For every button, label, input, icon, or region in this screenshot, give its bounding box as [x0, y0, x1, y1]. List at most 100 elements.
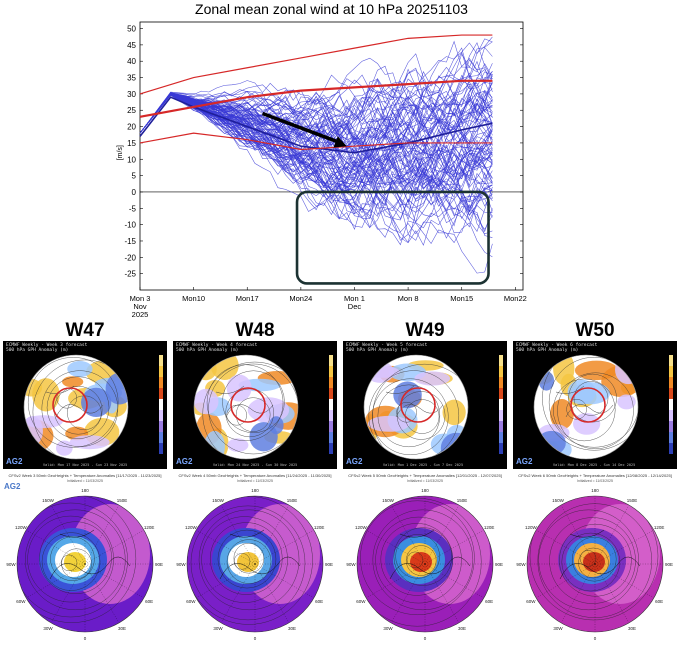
- longitude-label: 30W: [213, 626, 223, 631]
- height-contour: [27, 515, 114, 603]
- colorbar-segment: [669, 377, 673, 388]
- brand-logo: AG2: [176, 457, 193, 466]
- x-tick-label: 2025: [132, 310, 149, 318]
- colorbar-segment: [669, 355, 673, 366]
- anomaly-blob: [194, 388, 219, 415]
- longitude-label: 60E: [145, 599, 153, 604]
- longitude-label: 30W: [43, 626, 53, 631]
- coastline: [215, 385, 274, 418]
- coastline: [219, 529, 301, 580]
- ecmwf-panel-header: ECMWF Weekly - Week 5 forecast 500 hPa G…: [346, 343, 428, 353]
- ecmwf-panel-header: ECMWF Weekly - Week 6 forecast 500 hPa G…: [516, 343, 598, 353]
- y-tick-label: 20: [127, 123, 136, 132]
- height-contour: [25, 509, 126, 610]
- colorbar-segment: [669, 443, 673, 454]
- colorbar-segment: [159, 421, 163, 432]
- colorbar-segment: [329, 388, 333, 399]
- anomaly-blob: [567, 379, 596, 405]
- height-contour: [233, 553, 251, 570]
- y-tick-label: 10: [127, 155, 136, 164]
- longitude-label: 120W: [185, 525, 198, 530]
- cfs-polar-map: 180 150W 150E 120W 120E 90W 90E 60W 60E 30W 30E 0: [176, 488, 333, 641]
- coastline: [49, 529, 131, 580]
- globe-outline: [23, 354, 129, 460]
- coastline: [385, 385, 444, 418]
- longitude-label: 0: [84, 636, 87, 641]
- ecmwf-panel-footer: Valid: Mon 1 Dec 2025 - Sun 7 Dec 2025: [383, 463, 464, 467]
- ensemble-member-line: [139, 92, 493, 172]
- ecmwf-map-svg: [193, 354, 333, 460]
- anomaly-blob: [67, 360, 93, 377]
- cfs-panel-title: CFSv2 Week 3 50mb GeoHeights + Temperatu…: [8, 473, 162, 478]
- longitude-label: 60E: [485, 599, 493, 604]
- ensemble-member-line: [139, 94, 493, 229]
- longitude-label: 30E: [288, 626, 296, 631]
- longitude-label: 90W: [6, 562, 16, 567]
- contour-line: [566, 399, 587, 420]
- colorbar-segment: [329, 355, 333, 366]
- ensemble-member-line: [139, 92, 493, 157]
- vortex-highlight-circle: [230, 387, 266, 423]
- height-contour: [210, 522, 283, 595]
- x-tick-label: Mon17: [236, 294, 259, 303]
- ecmwf-panel-footer: Valid: Mon 17 Nov 2025 - Sun 23 Nov 2025: [43, 463, 128, 467]
- colorbar-segment: [499, 432, 503, 443]
- anomaly-blob: [414, 371, 451, 386]
- cfs-panel-subtitle: Initialized = 11/03/2025: [577, 479, 613, 483]
- ecmwf-panel-header: ECMWF Weekly - Week 4 forecast 500 hPa G…: [176, 343, 258, 353]
- week-label: W47: [65, 320, 105, 341]
- longitude-label: 0: [594, 636, 597, 641]
- coastline: [559, 529, 641, 580]
- x-tick-label: Mon10: [182, 294, 205, 303]
- cfs-panel-title: CFSv2 Week 5 50mb GeoHeights + Temperatu…: [348, 473, 502, 478]
- ecmwf-panel-footer: Valid: Mon 24 Nov 2025 - Sun 30 Nov 2025: [213, 463, 298, 467]
- height-contour: [17, 502, 128, 618]
- y-tick-label: -5: [129, 204, 137, 213]
- y-tick-label: 40: [127, 57, 136, 66]
- colorbar-segment: [329, 432, 333, 443]
- y-axis-label: [m/s]: [117, 145, 124, 160]
- colorbar-segment: [159, 410, 163, 421]
- longitude-label: 30E: [628, 626, 636, 631]
- y-tick-label: 25: [127, 106, 136, 115]
- colorbar-segment: [159, 443, 163, 454]
- ensemble-member-line: [139, 93, 493, 212]
- contour-line: [202, 361, 298, 459]
- longitude-label: 120W: [525, 525, 538, 530]
- longitude-label: 30E: [118, 626, 126, 631]
- anomaly-blob: [440, 432, 468, 459]
- longitude-label: 120W: [355, 525, 368, 530]
- contour-line: [235, 397, 271, 432]
- colorbar-segment: [329, 377, 333, 388]
- x-tick-label: Mon 3: [130, 294, 151, 303]
- longitude-label: 90E: [155, 562, 163, 567]
- colorbar-segment: [329, 410, 333, 421]
- ecmwf-map-panel: ECMWF Weekly - Week 5 forecast 500 hPa G…: [343, 341, 507, 469]
- anomaly-blob: [105, 372, 128, 405]
- height-contour: [39, 521, 112, 594]
- contour-line: [32, 359, 128, 459]
- height-contour: [559, 524, 632, 597]
- brand-logo: AG2: [4, 482, 21, 491]
- contour-line: [396, 402, 417, 423]
- cfs-panel-subtitle: Initialized = 11/03/2025: [237, 479, 273, 483]
- contour-line: [548, 357, 638, 448]
- longitude-label: 120E: [654, 525, 665, 530]
- colorbar-segment: [159, 388, 163, 399]
- height-contour: [357, 498, 482, 627]
- ensemble-member-line: [139, 51, 493, 145]
- height-contour: [190, 505, 306, 621]
- height-contour: [579, 550, 597, 567]
- week-label: W49: [405, 320, 445, 341]
- anomaly-blob: [226, 374, 252, 402]
- cfs-panel-title: CFSv2 Week 4 50mb GeoHeights + Temperatu…: [178, 473, 332, 478]
- coastline: [555, 385, 614, 418]
- longitude-label: 30E: [458, 626, 466, 631]
- contour-line: [542, 355, 638, 451]
- vortex-highlight-circle: [400, 387, 436, 423]
- colorbar-segment: [159, 366, 163, 377]
- colorbar-segment: [159, 399, 163, 410]
- y-tick-label: 45: [127, 41, 136, 50]
- ensemble-member-line: [139, 93, 493, 189]
- longitude-label: 0: [254, 636, 257, 641]
